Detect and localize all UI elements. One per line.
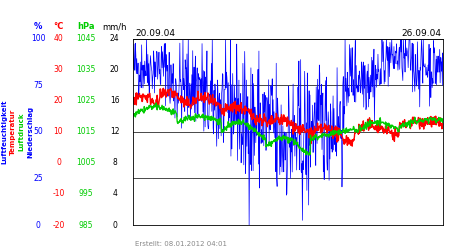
Text: 1045: 1045 [76,34,95,43]
Text: 75: 75 [33,81,43,90]
Text: 50: 50 [33,127,43,136]
Text: 16: 16 [110,96,120,105]
Text: 0: 0 [56,158,61,168]
Text: Erstellt: 08.01.2012 04:01: Erstellt: 08.01.2012 04:01 [135,242,227,248]
Text: 8: 8 [112,158,117,168]
Text: 10: 10 [54,127,63,136]
Text: 985: 985 [78,220,93,230]
Text: 30: 30 [54,65,63,74]
Text: 1035: 1035 [76,65,95,74]
Text: 20: 20 [54,96,63,105]
Text: 1015: 1015 [76,127,95,136]
Text: -20: -20 [52,220,65,230]
Text: 26.09.04: 26.09.04 [401,28,441,38]
Text: hPa: hPa [77,22,94,31]
Text: 20: 20 [110,65,120,74]
Text: 40: 40 [54,34,63,43]
Text: Temperatur: Temperatur [9,109,16,155]
Text: Niederschlag: Niederschlag [27,106,33,158]
Text: %: % [34,22,42,31]
Text: 20.09.04: 20.09.04 [135,28,175,38]
Text: Luftfeuchtigkeit: Luftfeuchtigkeit [1,100,8,164]
Text: 0: 0 [112,220,117,230]
Text: 1005: 1005 [76,158,95,168]
Text: 12: 12 [110,127,120,136]
Text: 24: 24 [110,34,120,43]
Text: Luftdruck: Luftdruck [18,112,25,151]
Text: °C: °C [53,22,64,31]
Text: -10: -10 [52,190,65,198]
Text: 995: 995 [78,190,93,198]
Text: 1025: 1025 [76,96,95,105]
Text: 0: 0 [36,220,40,230]
Text: 4: 4 [112,190,117,198]
Text: 25: 25 [33,174,43,183]
Text: mm/h: mm/h [103,22,127,31]
Text: 100: 100 [31,34,45,43]
